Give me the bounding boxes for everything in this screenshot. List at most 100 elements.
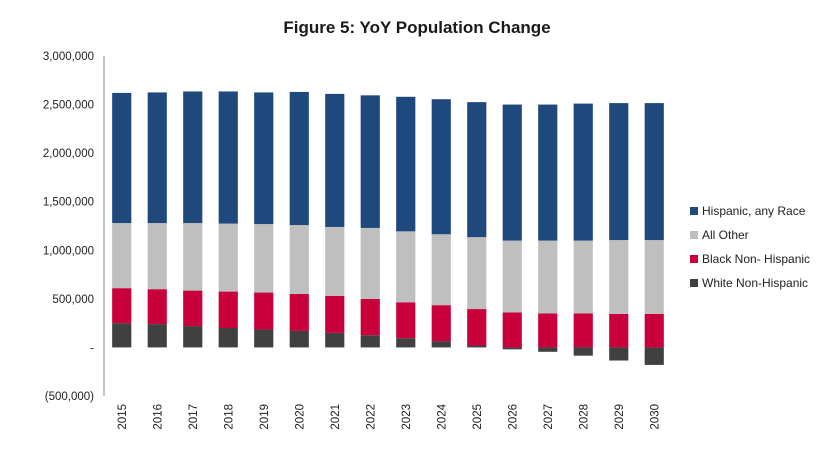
legend-label: Black Non- Hispanic	[702, 252, 810, 266]
bar-segment	[254, 92, 274, 225]
bar-segment	[360, 335, 380, 348]
legend-swatch	[690, 279, 698, 287]
bar-segment	[467, 345, 487, 348]
bar-segment	[254, 329, 274, 348]
bar-segment	[538, 240, 558, 314]
bar-segment	[112, 92, 132, 224]
bar-segment	[502, 347, 522, 350]
legend: Hispanic, any Race All Other Black Non- Hi…	[690, 204, 810, 290]
y-tick-label: 500,000	[52, 294, 94, 306]
bar-segment	[147, 324, 167, 348]
bar-segment	[289, 294, 309, 331]
bar-segment	[502, 240, 522, 313]
bar-segment	[538, 347, 558, 352]
legend-swatch	[690, 207, 698, 215]
x-tick-label: 2028	[578, 404, 590, 430]
bar-segment	[289, 225, 309, 294]
bar-segment	[573, 240, 593, 314]
bar-segment	[254, 292, 274, 330]
bar-segment	[289, 330, 309, 348]
bar-segment	[147, 92, 167, 224]
bar-segment	[183, 326, 203, 348]
bar-segment	[609, 313, 629, 348]
bar-segment	[360, 227, 380, 299]
bar-segment	[325, 332, 345, 348]
bar-segment	[396, 302, 416, 339]
bar-segment	[467, 102, 487, 238]
x-tick-label: 2021	[330, 404, 342, 430]
y-tick-label: 1,000,000	[43, 245, 94, 257]
x-tick-label: 2030	[649, 404, 661, 430]
bar-segment	[360, 95, 380, 228]
bar-segment	[112, 323, 132, 348]
y-tick-label: (500,000)	[45, 391, 94, 403]
bar-segment	[431, 234, 451, 306]
bar-segment	[502, 312, 522, 348]
bar-segment	[538, 313, 558, 348]
chart-title: Figure 5: YoY Population Change	[283, 18, 551, 37]
bar-segment	[183, 223, 203, 291]
bar-segment	[183, 91, 203, 224]
bar-segment	[147, 223, 167, 290]
bar-segment	[325, 295, 345, 333]
bar-segment	[573, 103, 593, 241]
x-tick-label: 2017	[188, 404, 200, 430]
x-tick-label: 2025	[472, 404, 484, 430]
y-tick-label: 1,500,000	[43, 197, 94, 209]
bar-segment	[644, 313, 664, 348]
x-tick-label: 2019	[259, 404, 271, 430]
bar-segment	[467, 237, 487, 310]
bar-segment	[644, 347, 664, 365]
bar-segment	[644, 240, 664, 314]
x-tick-label: 2029	[614, 404, 626, 430]
bar-segment	[467, 309, 487, 346]
legend-swatch	[690, 255, 698, 263]
bar-segment	[396, 231, 416, 303]
legend-label: All Other	[702, 228, 749, 242]
bar-segment	[573, 347, 593, 356]
x-tick-label: 2015	[117, 404, 129, 430]
bars	[112, 91, 664, 365]
bar-segment	[218, 291, 238, 328]
bar-segment	[325, 226, 345, 296]
x-tick-label: 2020	[294, 404, 306, 430]
bar-segment	[431, 305, 451, 342]
x-tick-label: 2026	[507, 404, 519, 430]
bar-segment	[396, 338, 416, 348]
bar-segment	[609, 347, 629, 361]
x-tick-label: 2018	[223, 404, 235, 430]
bar-segment	[147, 289, 167, 325]
bar-segment	[609, 103, 629, 241]
x-axis-tick-labels: 2015 2016 2017 2018 2019 2020 2021 2022 2023 2024…	[117, 403, 662, 429]
bar-segment	[431, 99, 451, 235]
bar-segment	[396, 96, 416, 232]
bar-segment	[183, 290, 203, 327]
y-tick-label: 3,000,000	[43, 51, 94, 63]
legend-label: White Non-Hispanic	[702, 276, 808, 290]
legend-label: Hispanic, any Race	[702, 204, 806, 218]
bar-segment	[218, 328, 238, 348]
bar-segment	[254, 224, 274, 293]
bar-segment	[502, 104, 522, 241]
bar-segment	[573, 313, 593, 348]
bar-segment	[360, 298, 380, 336]
bar-segment	[431, 341, 451, 348]
y-axis-tick-labels: (500,000) - 500,000 1,000,000 1,500,000 2,000…	[43, 51, 94, 403]
bar-segment	[538, 104, 558, 241]
x-tick-label: 2016	[152, 404, 164, 430]
bar-segment	[609, 240, 629, 314]
bar-segment	[644, 103, 664, 241]
bar-segment	[112, 288, 132, 324]
x-tick-label: 2027	[543, 404, 555, 430]
y-tick-label: 2,500,000	[43, 100, 94, 112]
bar-segment	[325, 93, 345, 227]
x-tick-label: 2023	[401, 404, 413, 430]
bar-segment	[218, 223, 238, 292]
legend-swatch	[690, 231, 698, 239]
bar-segment	[289, 91, 309, 226]
y-tick-label: -	[90, 342, 94, 354]
y-tick-label: 2,000,000	[43, 148, 94, 160]
bar-segment	[218, 91, 238, 224]
x-tick-label: 2024	[436, 403, 448, 429]
